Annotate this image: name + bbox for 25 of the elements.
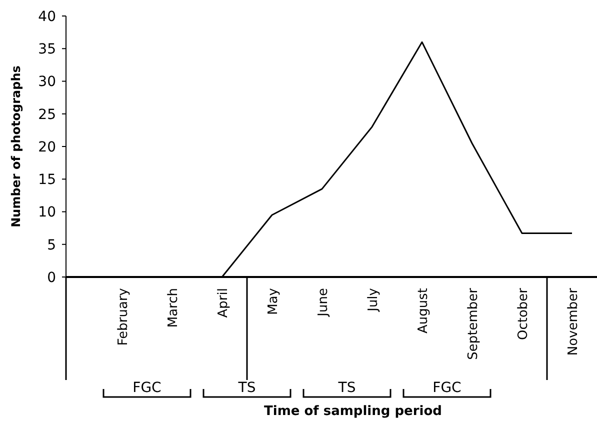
x-tick-label: May bbox=[266, 288, 281, 315]
y-axis-title: Number of photographs bbox=[9, 66, 23, 228]
y-tick-label: 15 bbox=[38, 172, 56, 188]
x-axis-title: Time of sampling period bbox=[264, 404, 442, 419]
y-tick-label: 25 bbox=[38, 106, 56, 123]
text: FGC bbox=[432, 380, 462, 396]
x-tick-label: November bbox=[566, 287, 581, 356]
y-tick-label: 10 bbox=[38, 204, 56, 221]
x-tick-label: June bbox=[316, 288, 331, 318]
y-tick-label: 5 bbox=[47, 237, 56, 254]
x-tick-label: October bbox=[516, 287, 531, 340]
text: TS bbox=[237, 380, 256, 396]
y-tick-label: 20 bbox=[38, 139, 56, 156]
x-tick-label: April bbox=[216, 288, 231, 318]
y-tick-label: 0 bbox=[47, 270, 56, 286]
y-tick-label: 35 bbox=[38, 42, 56, 58]
x-tick-label: September bbox=[466, 287, 481, 360]
x-tick-label: July bbox=[366, 288, 381, 312]
text: TS bbox=[337, 380, 356, 396]
text: FGC bbox=[132, 380, 162, 396]
x-tick-label: August bbox=[416, 288, 431, 334]
x-tick-label: February bbox=[116, 288, 131, 346]
y-tick-label: 30 bbox=[38, 74, 56, 90]
y-tick-label: 40 bbox=[38, 8, 56, 25]
x-tick-label: March bbox=[166, 288, 181, 328]
